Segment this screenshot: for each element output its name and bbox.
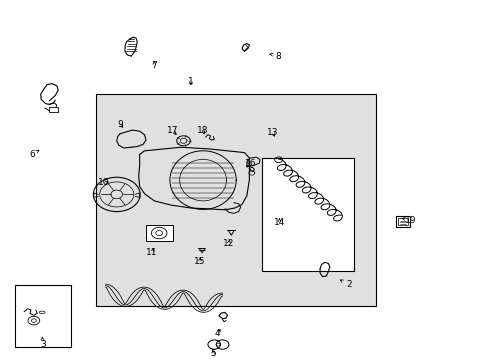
Text: 11: 11	[146, 248, 157, 257]
Text: 10: 10	[98, 179, 110, 188]
Text: 6: 6	[29, 150, 39, 159]
Bar	[146, 225, 172, 241]
Text: 12: 12	[223, 239, 234, 248]
Text: 1: 1	[187, 77, 193, 86]
Bar	[395, 216, 409, 226]
Ellipse shape	[39, 311, 45, 314]
Text: 9: 9	[117, 120, 123, 129]
Text: 4: 4	[214, 329, 220, 338]
Text: 18: 18	[197, 126, 208, 135]
Text: 17: 17	[167, 126, 178, 135]
Text: 19: 19	[401, 216, 415, 225]
Bar	[261, 158, 353, 271]
Bar	[397, 218, 407, 225]
Text: 16: 16	[244, 159, 256, 168]
Text: 3: 3	[41, 337, 46, 349]
Bar	[49, 107, 58, 112]
Text: 7: 7	[151, 60, 157, 69]
Text: 13: 13	[266, 129, 278, 138]
Text: 5: 5	[209, 349, 215, 358]
Text: 14: 14	[273, 218, 285, 227]
Bar	[96, 94, 375, 306]
Text: 2: 2	[340, 280, 351, 289]
Bar	[15, 285, 71, 347]
Text: 15: 15	[194, 257, 205, 266]
Text: 8: 8	[269, 51, 281, 60]
